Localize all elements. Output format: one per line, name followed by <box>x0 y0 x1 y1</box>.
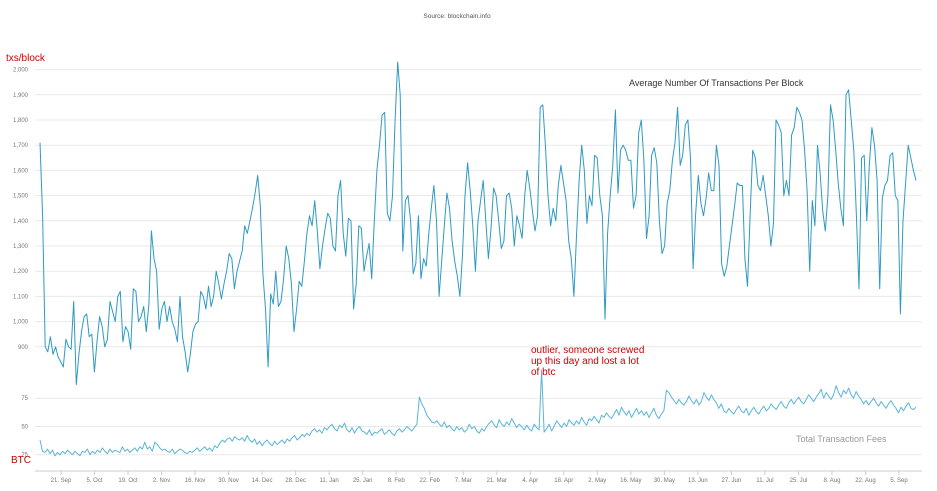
x-tick-label: 11. Jul <box>756 478 773 484</box>
top-grid <box>35 69 922 348</box>
transaction-fees-line <box>39 369 917 457</box>
top-y-tick-label: 1,800 <box>13 118 29 124</box>
x-tick-label: 5. Oct <box>87 478 103 484</box>
x-tick-label: 5. Sep <box>890 478 908 484</box>
top-y-tick-label: 1,700 <box>13 143 29 149</box>
top-y-axis-label: txs/block <box>6 53 46 64</box>
top-chart-title: Average Number Of Transactions Per Block <box>629 78 804 88</box>
x-tick-label: 30. Nov <box>218 478 239 484</box>
x-tick-label: 19. Oct <box>118 478 138 484</box>
x-tick-label: 8. Feb <box>388 478 406 484</box>
bottom-y-axis-label: BTC <box>11 455 31 466</box>
annotation-line: outlier, someone screwed <box>531 345 644 356</box>
top-y-tick-label: 1,600 <box>13 168 29 174</box>
transactions-per-block-line <box>39 61 917 386</box>
x-axis-labels: 21. Sep 5. Oct 19. Oct 2. Nov 16. Nov 30. Nov… <box>51 471 908 484</box>
annotation-line: of btc <box>531 367 555 378</box>
x-tick-label: 22. Aug <box>855 478 875 484</box>
x-tick-label: 16. May <box>620 478 641 484</box>
top-y-tick-label: 1,500 <box>13 194 29 200</box>
x-tick-label: 2. May <box>588 478 606 484</box>
bottom-grid <box>35 397 922 456</box>
top-y-tick-label: 900 <box>18 345 29 351</box>
bottom-y-tick-label: 25 <box>21 453 28 459</box>
bottom-y-tick-label: 75 <box>21 396 28 402</box>
source-label: Source: blockchain.info <box>423 13 491 20</box>
top-y-tick-label: 1,400 <box>13 219 29 225</box>
x-tick-label: 7. Mar <box>455 478 472 484</box>
x-tick-label: 13. Jun <box>688 478 708 484</box>
x-tick-label: 8. Aug <box>823 478 840 484</box>
x-tick-label: 16. Nov <box>185 478 206 484</box>
top-y-ticks: 900 1,000 1,100 1,200 1,300 1,400 1,500 1,600 1,… <box>13 68 29 351</box>
bottom-y-tick-label: 50 <box>21 424 28 430</box>
bottom-y-ticks: 25 50 75 <box>21 396 28 458</box>
x-tick-label: 30. May <box>654 478 675 484</box>
x-tick-label: 14. Dec <box>252 478 273 484</box>
x-tick-label: 25. Jan <box>353 478 373 484</box>
annotation-line: up this day and lost a lot <box>531 356 639 367</box>
x-tick-label: 27. Jun <box>722 478 742 484</box>
x-tick-label: 28. Dec <box>285 478 306 484</box>
top-y-tick-label: 1,100 <box>13 294 29 300</box>
x-tick-label: 4. Apr <box>522 478 538 484</box>
x-tick-label: 21. Sep <box>51 478 72 484</box>
top-y-tick-label: 1,900 <box>13 93 29 99</box>
x-tick-label: 25. Jul <box>790 478 808 484</box>
top-y-tick-label: 2,000 <box>13 68 29 74</box>
x-tick-label: 21. Mar <box>487 478 507 484</box>
top-y-tick-label: 1,000 <box>13 320 29 326</box>
outlier-annotation: outlier, someone screwed up this day and … <box>531 345 644 378</box>
x-tick-label: 11. Jan <box>320 478 339 484</box>
x-tick-label: 2. Nov <box>153 478 170 484</box>
top-y-tick-label: 1,300 <box>13 244 29 250</box>
bottom-chart-title: Total Transaction Fees <box>796 434 887 444</box>
top-y-tick-label: 1,200 <box>13 269 29 275</box>
x-tick-label: 22. Feb <box>420 478 441 484</box>
x-tick-label: 18. Apr <box>554 478 573 484</box>
